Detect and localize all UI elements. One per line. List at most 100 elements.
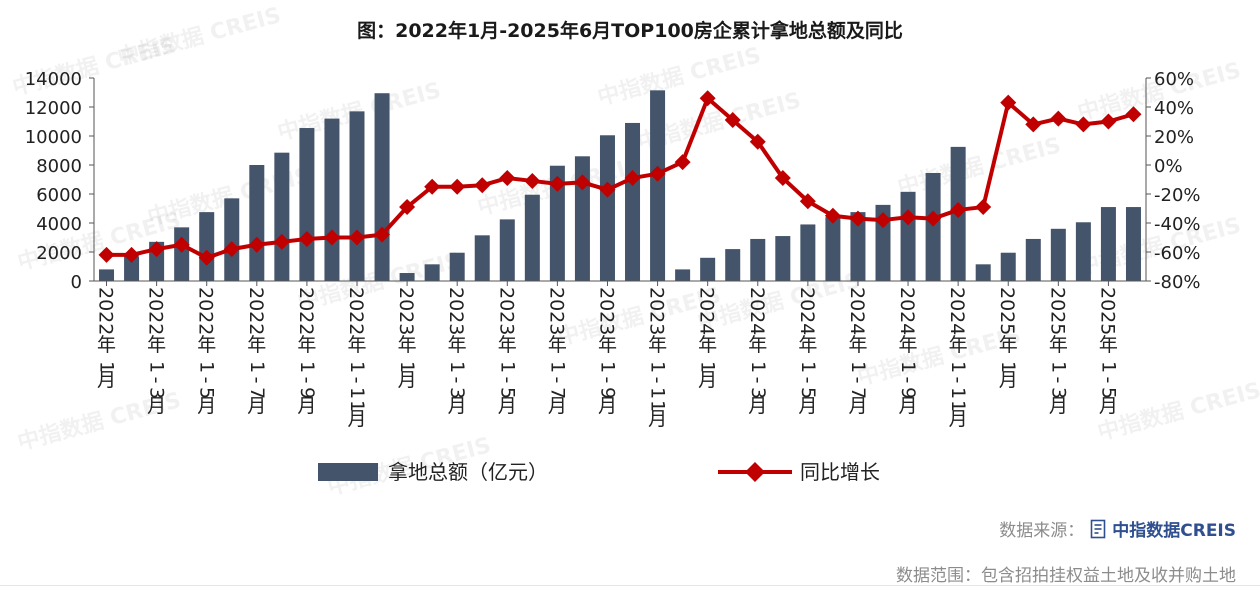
bar [675, 269, 691, 281]
x-tick-char: - [496, 377, 518, 384]
yoy-growth-point [148, 241, 165, 258]
scope-text: 数据范围：包含招拍挂权益土地及收并购土地 [896, 566, 1236, 586]
x-tick-char: 年 [147, 334, 166, 356]
left-axis-tick-label: 6000 [36, 185, 82, 206]
x-tick-year: 2023 [395, 287, 417, 335]
x-tick-char: 年 [498, 334, 517, 356]
x-tick-year: 2023 [646, 287, 668, 335]
x-tick-year: 2023 [595, 287, 617, 335]
bar [324, 118, 340, 281]
x-tick-char: 月 [548, 395, 567, 417]
x-tick-char: 9 [897, 387, 919, 399]
x-tick-char: 1 [396, 361, 418, 373]
left-axis-tick-label: 4000 [36, 214, 82, 235]
x-tick-char: 月 [798, 395, 817, 417]
x-tick-char: 3 [446, 387, 468, 399]
x-tick-year: 2024 [846, 287, 868, 335]
x-tick-year: 2025 [996, 287, 1018, 335]
bar [199, 212, 215, 281]
x-tick-char: 1 [697, 361, 719, 373]
x-tick-year: 2023 [495, 287, 517, 335]
x-axis-tick-label: 2025年 1月 [996, 287, 1019, 391]
x-tick-char: 月 [448, 395, 467, 417]
x-axis-tick-label: 2022年 1 - 3月 [145, 287, 168, 417]
bar [524, 194, 540, 281]
yoy-growth-point [549, 175, 566, 192]
x-tick-char: - [1047, 377, 1069, 384]
x-tick-char: 7 [847, 387, 869, 399]
yoy-growth-point [349, 229, 365, 246]
yoy-growth-point [474, 177, 491, 194]
x-tick-char: 1 [997, 361, 1019, 373]
yoy-growth-point [574, 174, 591, 191]
x-tick-char: - [647, 377, 669, 384]
x-tick-char: 年 [999, 334, 1018, 356]
bar [1075, 222, 1091, 281]
x-tick-year: 2024 [896, 287, 918, 335]
source-brand-text: 中指数据CREIS [1112, 521, 1236, 541]
x-tick-char: 1 [446, 361, 468, 373]
x-tick-char: - [847, 377, 869, 384]
x-tick-char: - [246, 377, 268, 384]
x-tick-char: 年 [297, 334, 316, 356]
yoy-growth-point [599, 181, 616, 198]
x-tick-char: 月 [598, 395, 617, 417]
x-tick-year: 2024 [946, 287, 968, 335]
x-tick-char: - [196, 377, 218, 384]
bar [574, 156, 590, 281]
x-tick-char: 月 [1049, 395, 1068, 417]
x-tick-char: 月 [347, 408, 366, 430]
x-tick-char: 1 [647, 400, 669, 412]
bar [625, 122, 641, 281]
x-tick-char: 9 [596, 387, 618, 399]
x-axis-tick-label: 2022年 1 - 5月 [195, 287, 218, 417]
bar [925, 172, 941, 281]
x-tick-char: 1 [947, 361, 969, 373]
yoy-growth-point [198, 249, 215, 266]
x-tick-char: 月 [247, 395, 266, 417]
x-tick-year: 2022 [195, 287, 217, 335]
x-tick-year: 2023 [545, 287, 567, 335]
x-tick-year: 2025 [1096, 287, 1118, 335]
yoy-growth-point [424, 178, 441, 195]
yoy-growth-point [449, 178, 466, 195]
x-tick-char: 3 [1047, 387, 1069, 399]
chart-title: 图：2022年1月-2025年6月TOP100房企累计拿地总额及同比 [357, 20, 903, 42]
x-tick-char: 年 [748, 334, 767, 356]
bar [299, 128, 315, 281]
legend-line-marker [745, 462, 765, 482]
x-tick-char: 1 [346, 387, 368, 399]
bar [975, 264, 991, 281]
x-tick-char: 1 [947, 387, 969, 399]
x-tick-year: 2024 [796, 287, 818, 335]
source-brand: 中指数据CREIS [1090, 516, 1236, 541]
x-tick-char: 月 [648, 408, 667, 430]
source-label: 数据来源： [999, 521, 1085, 541]
yoy-growth-point [1050, 110, 1067, 127]
yoy-growth-point [173, 236, 190, 253]
yoy-growth-point [399, 199, 416, 216]
yoy-growth-point [223, 241, 240, 258]
x-tick-char: 月 [498, 395, 517, 417]
yoy-growth-point [248, 236, 265, 253]
x-tick-char: 7 [246, 387, 268, 399]
x-tick-char: 年 [448, 334, 467, 356]
right-axis-tick-label: -80% [1154, 272, 1201, 293]
bar [650, 90, 666, 281]
x-tick-char: 年 [798, 334, 817, 356]
x-tick-char: 5 [797, 387, 819, 399]
x-tick-char: 年 [97, 334, 116, 356]
x-tick-char: 1 [296, 361, 318, 373]
bar [274, 152, 290, 281]
x-tick-char: 月 [899, 395, 918, 417]
x-tick-char: 年 [1049, 334, 1068, 356]
x-tick-char: 1 [847, 361, 869, 373]
x-tick-char: 年 [848, 334, 867, 356]
yoy-growth-point [749, 133, 766, 150]
x-tick-char: 年 [1099, 334, 1118, 356]
x-tick-char: - [446, 377, 468, 384]
